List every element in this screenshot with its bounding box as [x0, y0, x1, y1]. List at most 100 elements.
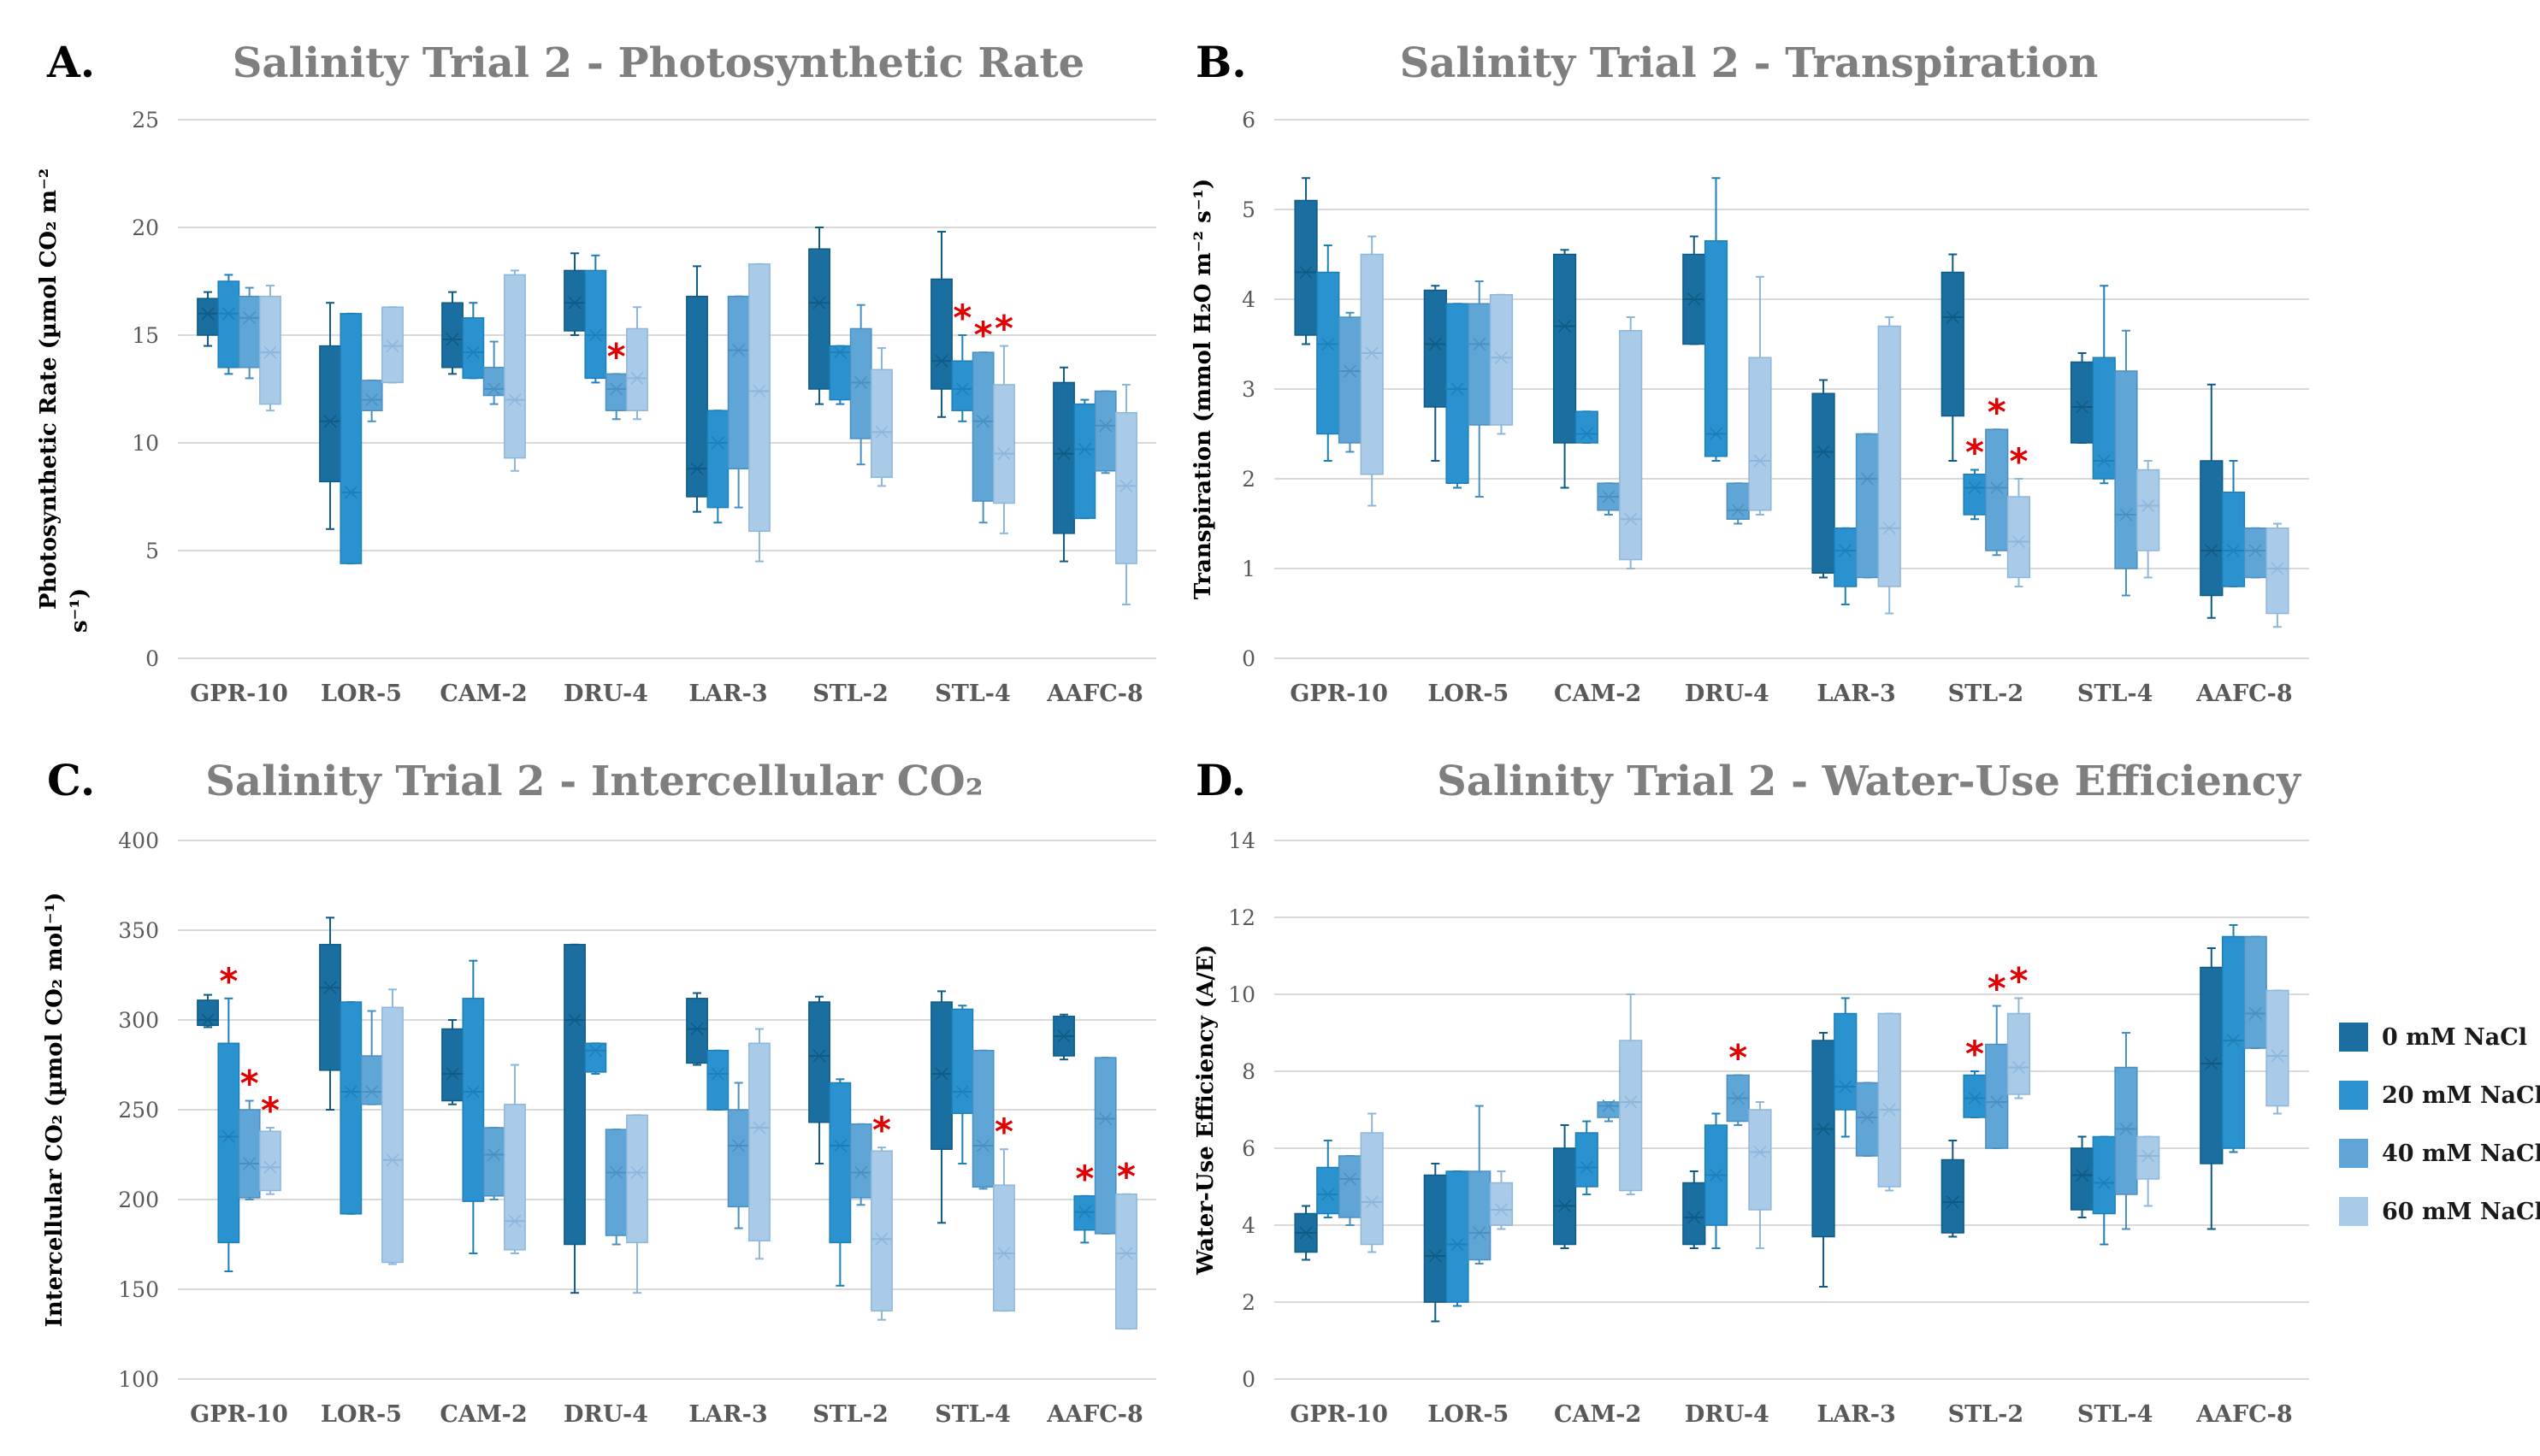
box-body	[2006, 1012, 2031, 1095]
box-body	[1053, 381, 1075, 534]
box-body	[1574, 410, 1598, 444]
box-0-mm-nacl	[319, 917, 341, 1111]
mean-marker	[2205, 544, 2218, 557]
box-20-mm-nacl: *	[1073, 1158, 1096, 1244]
mean-marker	[2097, 1176, 2111, 1190]
significance-star: *	[953, 297, 972, 339]
significance-star: *	[872, 1109, 891, 1151]
mean-marker	[2076, 400, 2089, 414]
y-tick-label: 8	[1242, 1059, 1255, 1084]
box-20-mm-nacl	[1704, 177, 1728, 462]
box-body	[1704, 240, 1728, 457]
box-0-mm-nacl	[1682, 235, 1706, 345]
box-body	[381, 306, 404, 384]
mean-marker	[955, 382, 969, 396]
box-body	[2114, 370, 2138, 569]
box-60-mm-nacl	[381, 306, 404, 384]
box-body	[829, 1082, 852, 1244]
x-tick-label: DRU-4	[564, 681, 648, 707]
box-body	[360, 1055, 383, 1105]
mean-marker	[1860, 1111, 1875, 1124]
mean-marker	[2226, 544, 2241, 557]
chart-title: Salinity Trial 2 - Photosynthetic Rate	[233, 39, 1084, 87]
mean-marker	[344, 486, 357, 499]
box-40-mm-nacl	[1855, 1082, 1880, 1157]
box-40-mm-nacl	[727, 1082, 750, 1229]
mean-marker	[2011, 534, 2025, 549]
mean-marker	[2226, 1034, 2241, 1047]
box-60-mm-nacl	[2136, 1135, 2160, 1207]
x-tick-label: STL-2	[1948, 681, 2024, 707]
mean-marker	[1099, 1111, 1113, 1126]
box-body	[2136, 1135, 2160, 1180]
x-tick-label: LOR-5	[1427, 681, 1509, 707]
box-20-mm-nacl	[829, 345, 852, 405]
x-tick-label: STL-4	[2077, 681, 2153, 707]
x-tick-label: DRU-4	[1685, 681, 1769, 707]
mean-marker	[1882, 522, 1896, 535]
x-tick-label: GPR-10	[1290, 1401, 1388, 1428]
box-body	[1294, 199, 1318, 336]
box-body	[1468, 1170, 1492, 1261]
box-body	[1316, 1166, 1340, 1215]
mean-marker	[1882, 1103, 1896, 1117]
significance-star: *	[1075, 1158, 1094, 1200]
box-20-mm-nacl	[2092, 1135, 2116, 1246]
box-body	[197, 999, 219, 1027]
box-40-mm-nacl	[360, 379, 383, 422]
mean-marker	[1558, 319, 1572, 333]
box-0-mm-nacl	[197, 291, 219, 347]
mean-marker	[1602, 1099, 1616, 1113]
mean-marker	[386, 339, 399, 353]
box-20-mm-nacl: *	[951, 297, 974, 422]
mean-marker	[1343, 364, 1357, 378]
mean-marker	[1968, 1091, 1982, 1105]
box-body	[1552, 1147, 1577, 1246]
chart-title: Salinity Trial 2 - Transpiration	[1400, 39, 2099, 87]
x-tick-label: LAR-3	[688, 1401, 767, 1428]
box-0-mm-nacl	[2200, 947, 2224, 1230]
y-axis-label: Intercellular CO₂ (µmol CO₂ mol⁻¹)	[42, 893, 68, 1328]
box-body	[584, 1042, 607, 1073]
legend-swatch	[2339, 1197, 2368, 1226]
y-tick-label: 10	[132, 431, 159, 456]
mean-marker	[1299, 265, 1313, 280]
box-body	[1748, 1109, 1772, 1211]
mean-marker	[1709, 1168, 1723, 1182]
box-body	[340, 1001, 363, 1215]
mean-marker	[833, 345, 847, 359]
box-20-mm-nacl	[1834, 997, 1858, 1138]
mean-marker	[854, 375, 868, 389]
mean-marker	[1057, 447, 1071, 461]
box-body	[259, 1130, 281, 1192]
mean-marker	[1078, 443, 1091, 457]
box-0-mm-nacl	[1053, 1013, 1075, 1061]
box-body	[1811, 1040, 1835, 1238]
box-20-mm-nacl: *	[1963, 1033, 1987, 1118]
box-body	[1552, 253, 1577, 444]
box-60-mm-nacl	[504, 1064, 526, 1254]
y-tick-label: 0	[1242, 1367, 1255, 1392]
box-0-mm-nacl	[1682, 1170, 1706, 1249]
box-body	[340, 313, 363, 564]
box-body	[462, 998, 485, 1202]
box-body	[2243, 935, 2267, 1049]
box-20-mm-nacl	[340, 312, 363, 565]
x-tick-label: LOR-5	[321, 1401, 402, 1428]
box-body	[1597, 1101, 1621, 1118]
box-body	[319, 345, 341, 483]
box-20-mm-nacl: *	[1963, 432, 1987, 521]
box-60-mm-nacl	[1489, 293, 1514, 435]
mean-marker	[997, 447, 1011, 461]
box-0-mm-nacl	[1294, 177, 1318, 345]
box-body	[1619, 330, 1643, 561]
box-body	[1489, 294, 1514, 426]
x-tick-label: STL-4	[2077, 1401, 2153, 1428]
box-body	[1574, 1132, 1598, 1188]
box-body	[2114, 1066, 2138, 1195]
mean-marker	[2011, 1060, 2025, 1075]
box-60-mm-nacl	[2265, 522, 2289, 628]
mean-marker	[732, 344, 746, 357]
mean-marker	[690, 1022, 704, 1036]
y-tick-label: 12	[1228, 905, 1255, 930]
